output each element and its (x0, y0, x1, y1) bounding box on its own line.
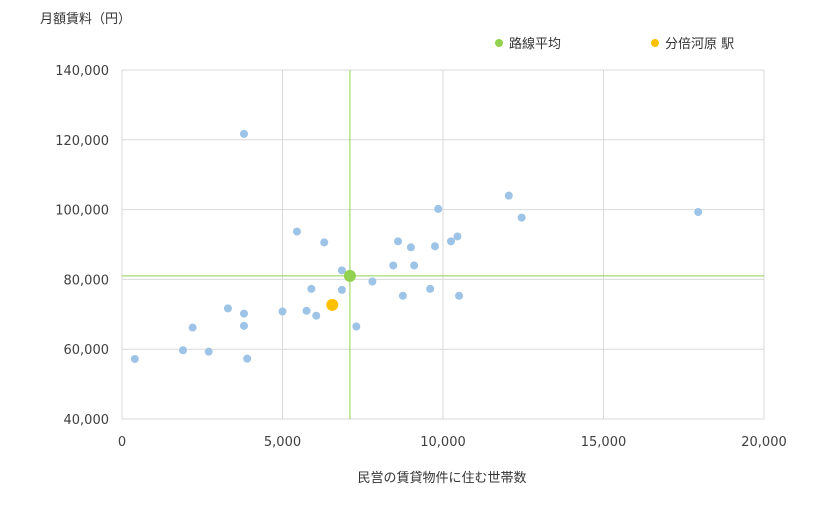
station-point (278, 307, 287, 316)
x-tick-label: 0 (118, 435, 126, 450)
y-tick-label: 140,000 (55, 64, 109, 79)
x-tick-label: 5,000 (264, 435, 301, 450)
gridlines (121, 69, 765, 420)
station-point (504, 191, 513, 200)
station-point (453, 232, 462, 241)
station-point (430, 242, 439, 251)
y-tick-label: 120,000 (55, 134, 109, 149)
station-point (239, 309, 248, 318)
station-point (223, 304, 232, 313)
tick-labels: 0 5,000 10,000 15,000 20,000 40,000 60,000 80,0… (55, 64, 787, 450)
station-point (368, 277, 377, 286)
station-point (447, 237, 456, 246)
station-point (394, 237, 403, 246)
station-point (239, 321, 248, 330)
station-point (302, 306, 311, 315)
station-point (292, 227, 301, 236)
y-tick-label: 100,000 (55, 204, 109, 219)
station-point (434, 204, 443, 213)
station-point (188, 323, 197, 332)
station-point (398, 291, 407, 300)
x-tick-label: 10,000 (420, 435, 466, 450)
x-tick-label: 15,000 (581, 435, 627, 450)
station-point (243, 354, 252, 363)
station-point (239, 129, 248, 138)
average-point (343, 269, 356, 282)
station-point (694, 208, 703, 217)
x-axis-title: 民営の賃貸物件に住む世帯数 (357, 470, 526, 486)
legend-marker-highlight (651, 39, 659, 47)
station-point (455, 291, 464, 300)
station-point (406, 243, 415, 252)
x-tick-label: 20,000 (741, 435, 787, 450)
station-point (517, 213, 526, 222)
legend-label-average: 路線平均 (509, 36, 561, 52)
station-point (337, 285, 346, 294)
station-point (204, 347, 213, 356)
station-point (130, 354, 139, 363)
legend-label-highlight: 分倍河原 駅 (665, 37, 734, 52)
station-point (389, 261, 398, 270)
legend: 路線平均 分倍河原 駅 (495, 36, 734, 52)
station-point (312, 311, 321, 320)
station-point (337, 266, 346, 275)
highlight-point (326, 298, 339, 311)
station-point (178, 346, 187, 355)
station-point (352, 322, 361, 331)
reference-lines (122, 70, 764, 419)
data-points (130, 129, 703, 363)
y-tick-label: 40,000 (64, 413, 110, 428)
station-point (307, 284, 316, 293)
station-point (426, 284, 435, 293)
station-point (410, 261, 419, 270)
y-tick-label: 80,000 (64, 273, 110, 288)
y-axis-title: 月額賃料（円） (40, 12, 131, 27)
station-point (320, 238, 329, 247)
y-tick-label: 60,000 (64, 343, 110, 358)
legend-marker-average (495, 39, 503, 47)
